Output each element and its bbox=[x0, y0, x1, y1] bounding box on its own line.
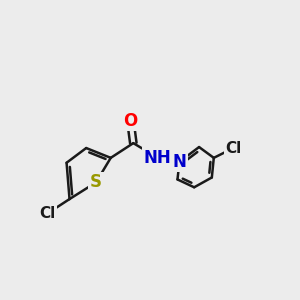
Text: N: N bbox=[172, 153, 186, 171]
Text: S: S bbox=[90, 173, 102, 191]
Text: NH: NH bbox=[144, 149, 172, 167]
Text: O: O bbox=[123, 112, 137, 130]
Text: Cl: Cl bbox=[225, 140, 242, 155]
Text: Cl: Cl bbox=[39, 206, 55, 221]
